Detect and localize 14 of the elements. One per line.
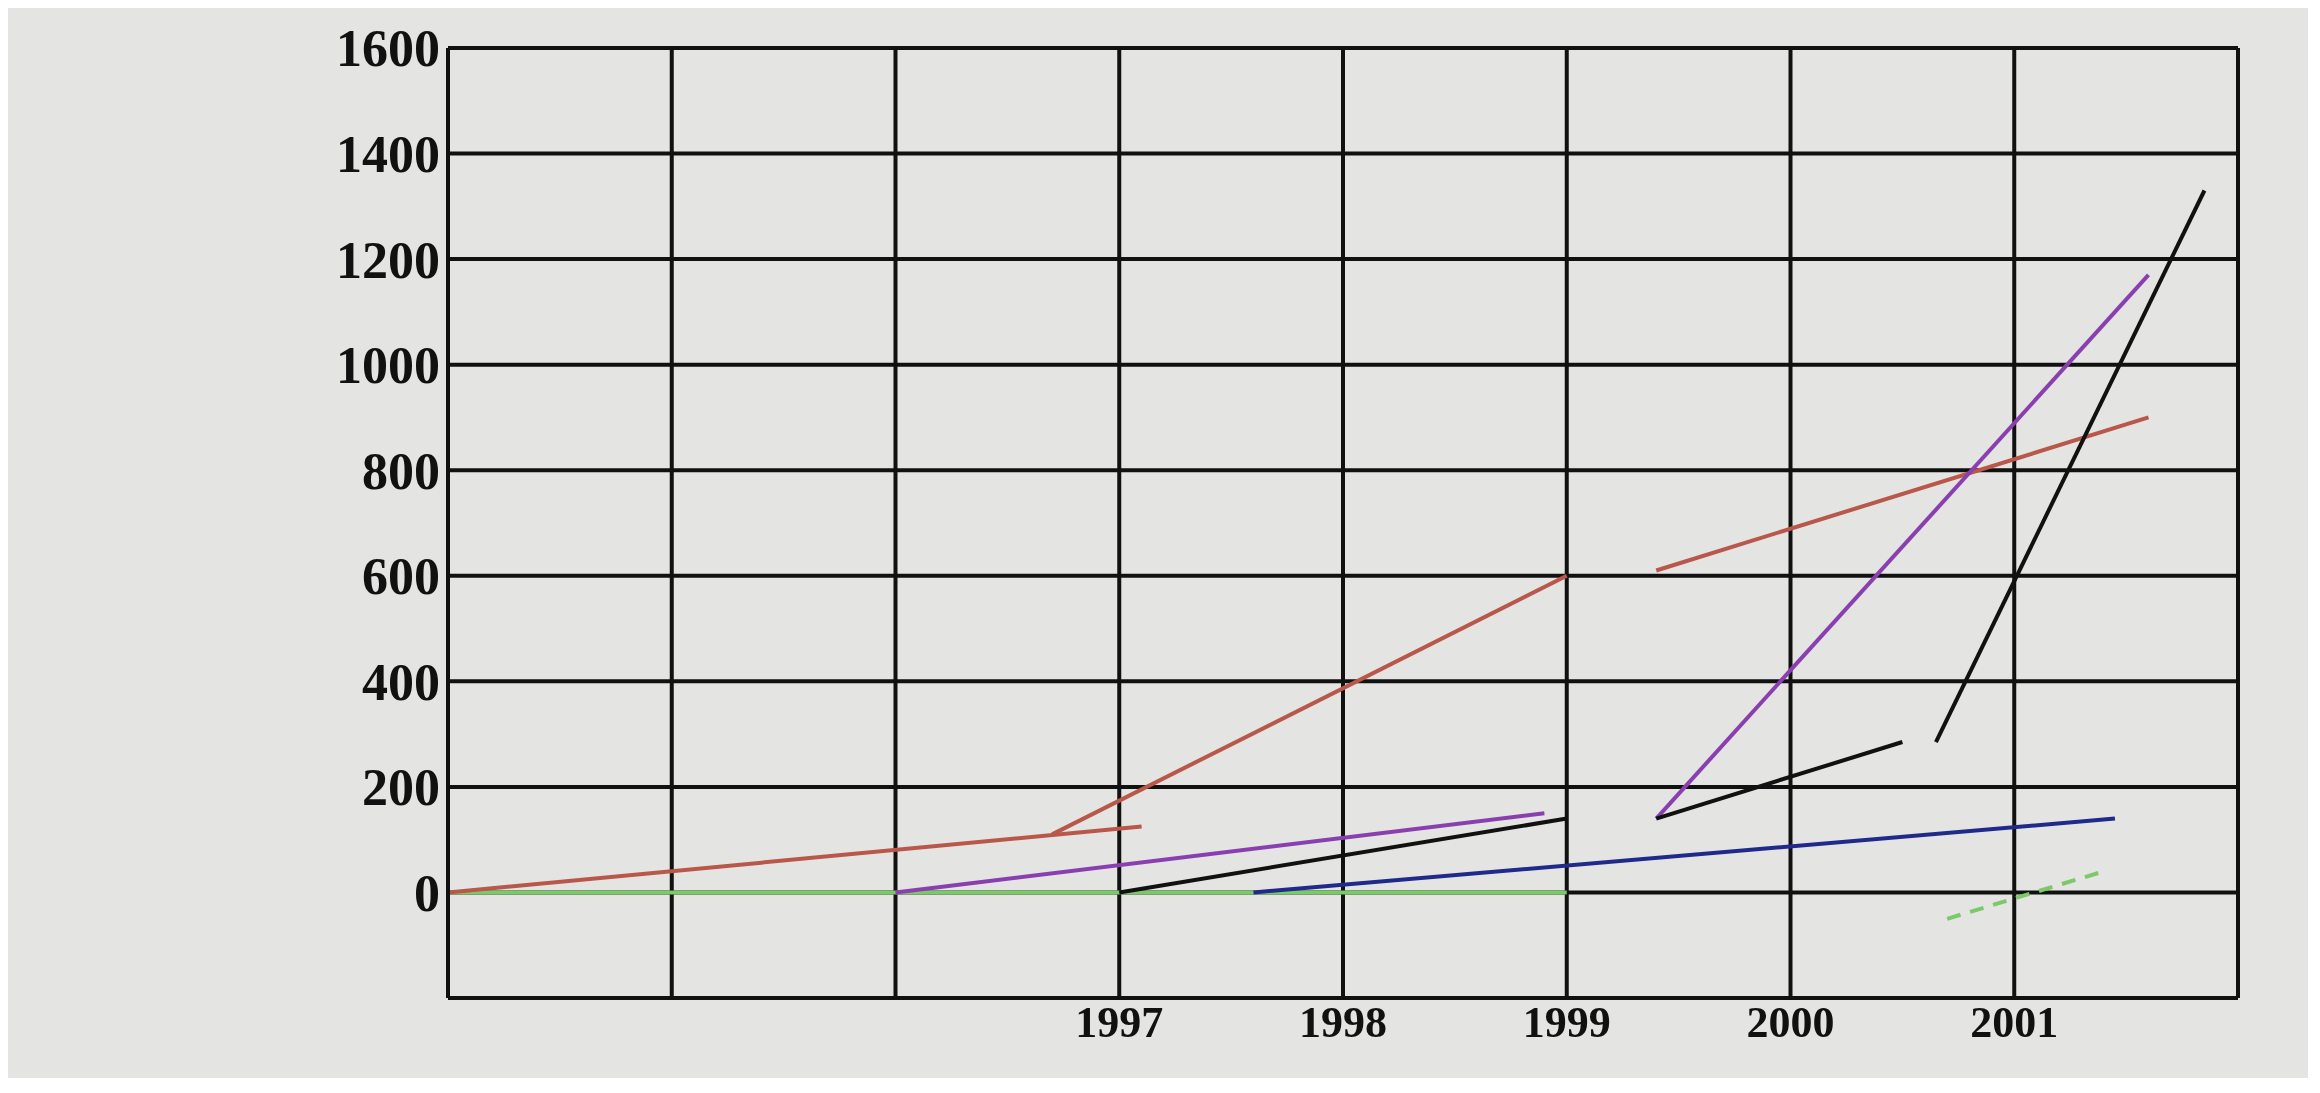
y-tick-label: 1400	[336, 126, 440, 184]
y-tick-label: 400	[362, 653, 440, 711]
x-tick-label: 2001	[1970, 998, 2059, 1048]
y-tick-label: 0	[414, 864, 440, 922]
x-tick-label: 2000	[1746, 998, 1835, 1048]
x-tick-label: 1998	[1299, 998, 1387, 1048]
y-tick-label: 800	[362, 442, 440, 500]
y-tick-label: 1000	[336, 337, 440, 395]
y-tick-label: 200	[362, 759, 440, 817]
x-tick-label: 1997	[1075, 998, 1164, 1048]
y-tick-label: 600	[362, 548, 440, 606]
x-tick-label: 1999	[1522, 998, 1611, 1048]
y-tick-label: 1200	[336, 231, 440, 289]
y-tick-label: 1600	[336, 20, 440, 78]
